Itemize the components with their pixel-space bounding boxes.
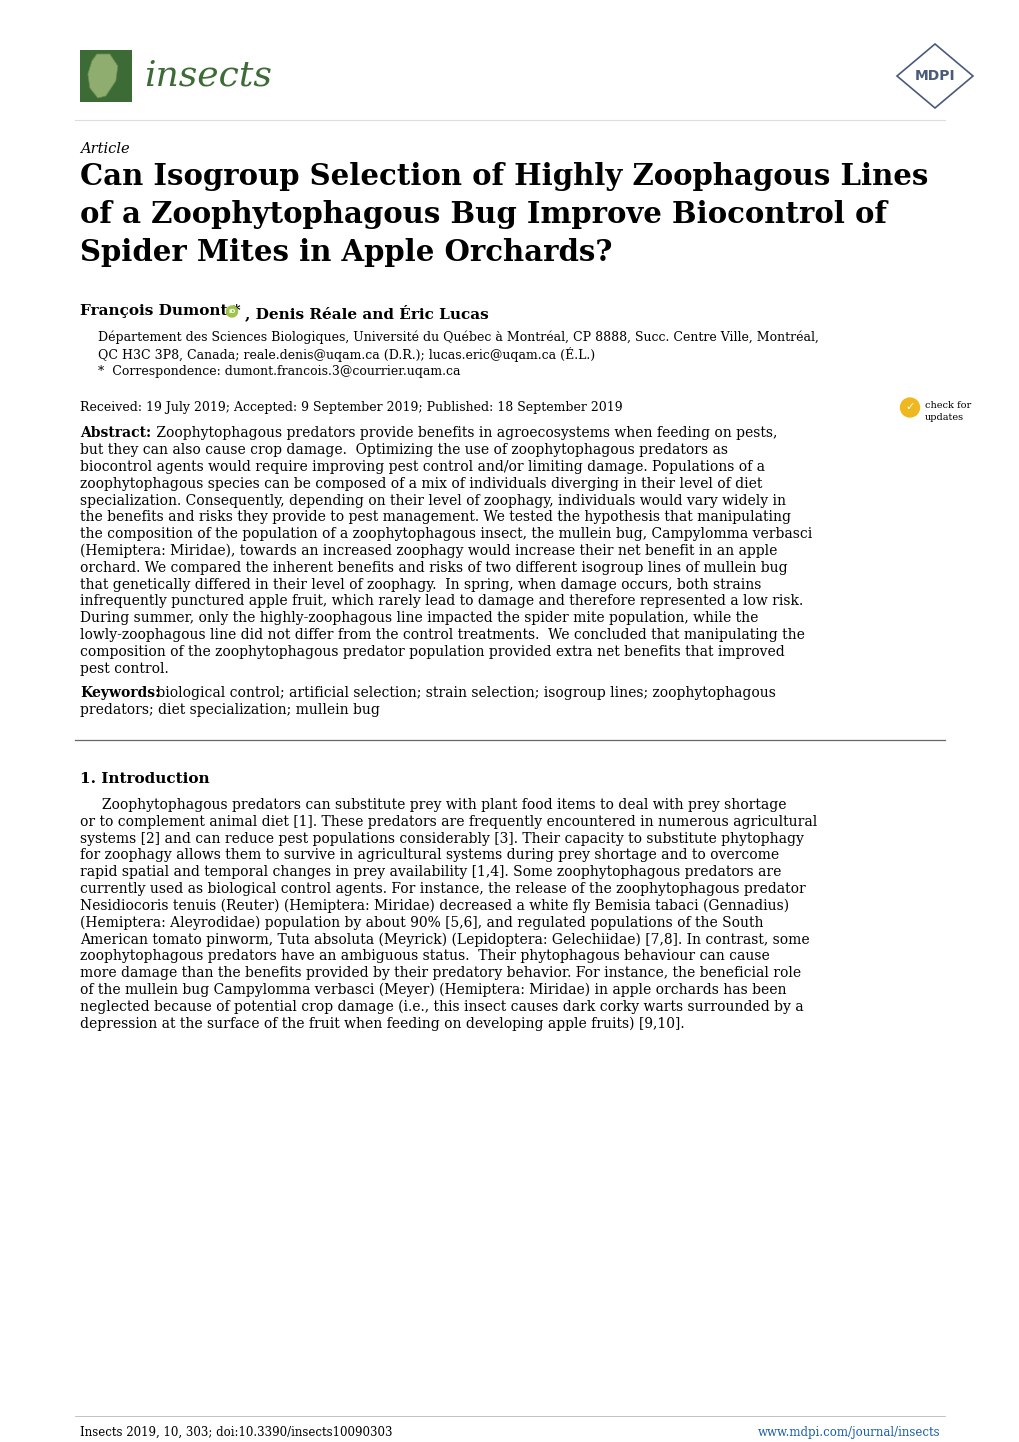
Text: (Hemiptera: Miridae), towards an increased zoophagy would increase their net ben: (Hemiptera: Miridae), towards an increas… [79, 544, 776, 558]
Text: check for
updates: check for updates [923, 401, 970, 421]
Text: zoophytophagous predators have an ambiguous status.  Their phytophagous behaviou: zoophytophagous predators have an ambigu… [79, 949, 769, 963]
Text: more damage than the benefits provided by their predatory behavior. For instance: more damage than the benefits provided b… [79, 966, 800, 981]
Text: iD: iD [228, 309, 235, 314]
Text: systems [2] and can reduce pest populations considerably [3]. Their capacity to : systems [2] and can reduce pest populati… [79, 832, 803, 845]
Text: insects: insects [144, 59, 272, 92]
Text: Zoophytophagous predators can substitute prey with plant food items to deal with: Zoophytophagous predators can substitute… [79, 797, 786, 812]
Text: Abstract:: Abstract: [79, 427, 151, 440]
Text: 1. Introduction: 1. Introduction [79, 771, 210, 786]
Text: the benefits and risks they provide to pest management. We tested the hypothesis: the benefits and risks they provide to p… [79, 510, 790, 525]
Text: American tomato pinworm, Tuta absoluta (Meyrick) (Lepidoptera: Gelechiidae) [7,8: American tomato pinworm, Tuta absoluta (… [79, 933, 809, 947]
Text: neglected because of potential crop damage (i.e., this insect causes dark corky : neglected because of potential crop dama… [79, 999, 803, 1014]
Text: ✓: ✓ [905, 402, 914, 412]
Text: for zoophagy allows them to survive in agricultural systems during prey shortage: for zoophagy allows them to survive in a… [79, 848, 779, 862]
Text: currently used as biological control agents. For instance, the release of the zo: currently used as biological control age… [79, 883, 805, 895]
Polygon shape [88, 53, 118, 98]
Text: Zoophytophagous predators provide benefits in agroecosystems when feeding on pes: Zoophytophagous predators provide benefi… [152, 427, 776, 440]
Text: , Denis Réale and Éric Lucas: , Denis Réale and Éric Lucas [245, 304, 488, 320]
Circle shape [226, 306, 237, 317]
Text: Spider Mites in Apple Orchards?: Spider Mites in Apple Orchards? [79, 238, 611, 267]
Text: Received: 19 July 2019; Accepted: 9 September 2019; Published: 18 September 2019: Received: 19 July 2019; Accepted: 9 Sept… [79, 401, 622, 414]
Text: the composition of the population of a zoophytophagous insect, the mullein bug, : the composition of the population of a z… [79, 528, 811, 541]
Text: Keywords:: Keywords: [79, 686, 160, 701]
Text: depression at the surface of the fruit when feeding on developing apple fruits) : depression at the surface of the fruit w… [79, 1017, 684, 1031]
Text: predators; diet specialization; mullein bug: predators; diet specialization; mullein … [79, 704, 379, 717]
FancyBboxPatch shape [79, 50, 131, 102]
Text: Nesidiocoris tenuis (Reuter) (Hemiptera: Miridae) decreased a white fly Bemisia : Nesidiocoris tenuis (Reuter) (Hemiptera:… [79, 898, 789, 913]
Text: rapid spatial and temporal changes in prey availability [1,4]. Some zoophytophag: rapid spatial and temporal changes in pr… [79, 865, 781, 880]
Text: but they can also cause crop damage.  Optimizing the use of zoophytophagous pred: but they can also cause crop damage. Opt… [79, 443, 728, 457]
Text: François Dumont *: François Dumont * [79, 304, 240, 319]
Text: *  Correspondence: dumont.francois.3@courrier.uqam.ca: * Correspondence: dumont.francois.3@cour… [98, 365, 460, 378]
Text: specialization. Consequently, depending on their level of zoophagy, individuals : specialization. Consequently, depending … [79, 493, 786, 508]
Text: QC H3C 3P8, Canada; reale.denis@uqam.ca (D.R.); lucas.eric@uqam.ca (É.L.): QC H3C 3P8, Canada; reale.denis@uqam.ca … [98, 348, 594, 362]
Text: (Hemiptera: Aleyrodidae) population by about 90% [5,6], and regulated population: (Hemiptera: Aleyrodidae) population by a… [79, 916, 763, 930]
Text: biological control; artificial selection; strain selection; isogroup lines; zoop: biological control; artificial selection… [152, 686, 775, 701]
Text: or to complement animal diet [1]. These predators are frequently encountered in : or to complement animal diet [1]. These … [79, 815, 816, 829]
Text: infrequently punctured apple fruit, which rarely lead to damage and therefore re: infrequently punctured apple fruit, whic… [79, 594, 803, 609]
Text: Article: Article [79, 141, 129, 156]
Text: of a Zoophytophagous Bug Improve Biocontrol of: of a Zoophytophagous Bug Improve Biocont… [79, 200, 886, 229]
Text: Département des Sciences Biologiques, Université du Québec à Montréal, CP 8888, : Département des Sciences Biologiques, Un… [98, 330, 818, 343]
Text: lowly-zoophagous line did not differ from the control treatments.  We concluded : lowly-zoophagous line did not differ fro… [79, 629, 804, 642]
Circle shape [900, 398, 918, 417]
Text: www.mdpi.com/journal/insects: www.mdpi.com/journal/insects [757, 1426, 940, 1439]
Text: of the mullein bug Campylomma verbasci (Meyer) (Hemiptera: Miridae) in apple orc: of the mullein bug Campylomma verbasci (… [79, 983, 786, 998]
Text: that genetically differed in their level of zoophagy.  In spring, when damage oc: that genetically differed in their level… [79, 578, 760, 591]
Text: During summer, only the highly-zoophagous line impacted the spider mite populati: During summer, only the highly-zoophagou… [79, 611, 758, 626]
Text: zoophytophagous species can be composed of a mix of individuals diverging in the: zoophytophagous species can be composed … [79, 477, 761, 490]
Text: MDPI: MDPI [914, 69, 955, 84]
Text: orchard. We compared the inherent benefits and risks of two different isogroup l: orchard. We compared the inherent benefi… [79, 561, 787, 575]
Text: composition of the zoophytophagous predator population provided extra net benefi: composition of the zoophytophagous preda… [79, 645, 784, 659]
Text: Insects 2019, 10, 303; doi:10.3390/insects10090303: Insects 2019, 10, 303; doi:10.3390/insec… [79, 1426, 392, 1439]
Text: Can Isogroup Selection of Highly Zoophagous Lines: Can Isogroup Selection of Highly Zoophag… [79, 162, 927, 190]
Text: pest control.: pest control. [79, 662, 168, 676]
Text: biocontrol agents would require improving pest control and/or limiting damage. P: biocontrol agents would require improvin… [79, 460, 764, 474]
